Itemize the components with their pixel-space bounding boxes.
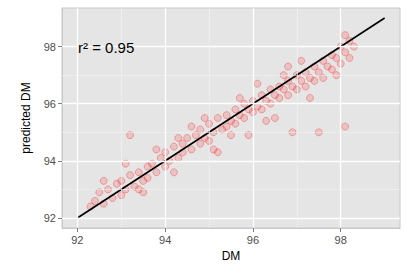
svg-text:94: 94 <box>44 155 56 167</box>
svg-text:96: 96 <box>247 234 259 246</box>
svg-text:92: 92 <box>71 234 83 246</box>
svg-text:98: 98 <box>335 234 347 246</box>
svg-text:DM: DM <box>222 249 241 263</box>
svg-text:98: 98 <box>44 41 56 53</box>
svg-text:92: 92 <box>44 212 56 224</box>
svg-text:96: 96 <box>44 98 56 110</box>
svg-text:94: 94 <box>159 234 171 246</box>
svg-text:r² = 0.95: r² = 0.95 <box>78 39 134 56</box>
svg-text:predicted DM: predicted DM <box>19 82 33 153</box>
